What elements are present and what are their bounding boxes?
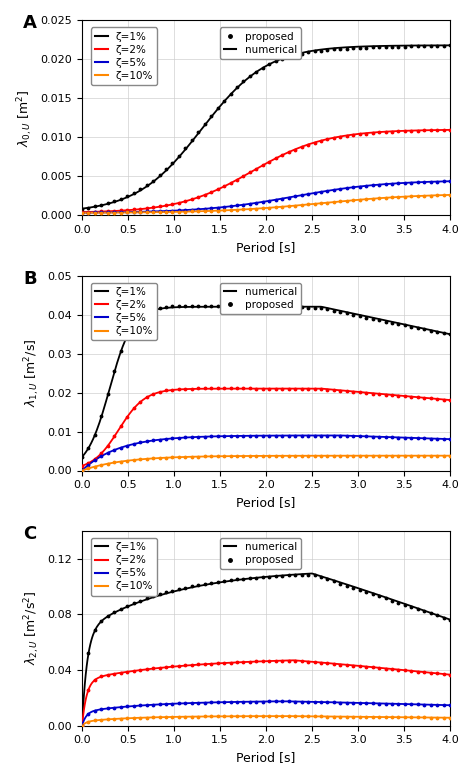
Text: B: B: [23, 270, 37, 287]
Legend: proposed, numerical: proposed, numerical: [220, 27, 301, 59]
Text: A: A: [23, 15, 37, 33]
Y-axis label: $\lambda_{0,U}\ [\mathrm{m^2}]$: $\lambda_{0,U}\ [\mathrm{m^2}]$: [15, 89, 35, 146]
X-axis label: Period [s]: Period [s]: [237, 751, 296, 764]
Y-axis label: $\lambda_{2,U}\ [\mathrm{m^2/s^2}]$: $\lambda_{2,U}\ [\mathrm{m^2/s^2}]$: [22, 591, 42, 665]
Y-axis label: $\lambda_{1,U}\ [\mathrm{m^2/s}]$: $\lambda_{1,U}\ [\mathrm{m^2/s}]$: [22, 339, 42, 407]
Legend: numerical, proposed: numerical, proposed: [220, 538, 301, 569]
X-axis label: Period [s]: Period [s]: [237, 241, 296, 253]
X-axis label: Period [s]: Period [s]: [237, 495, 296, 509]
Legend: numerical, proposed: numerical, proposed: [220, 283, 301, 314]
Text: C: C: [23, 525, 36, 543]
